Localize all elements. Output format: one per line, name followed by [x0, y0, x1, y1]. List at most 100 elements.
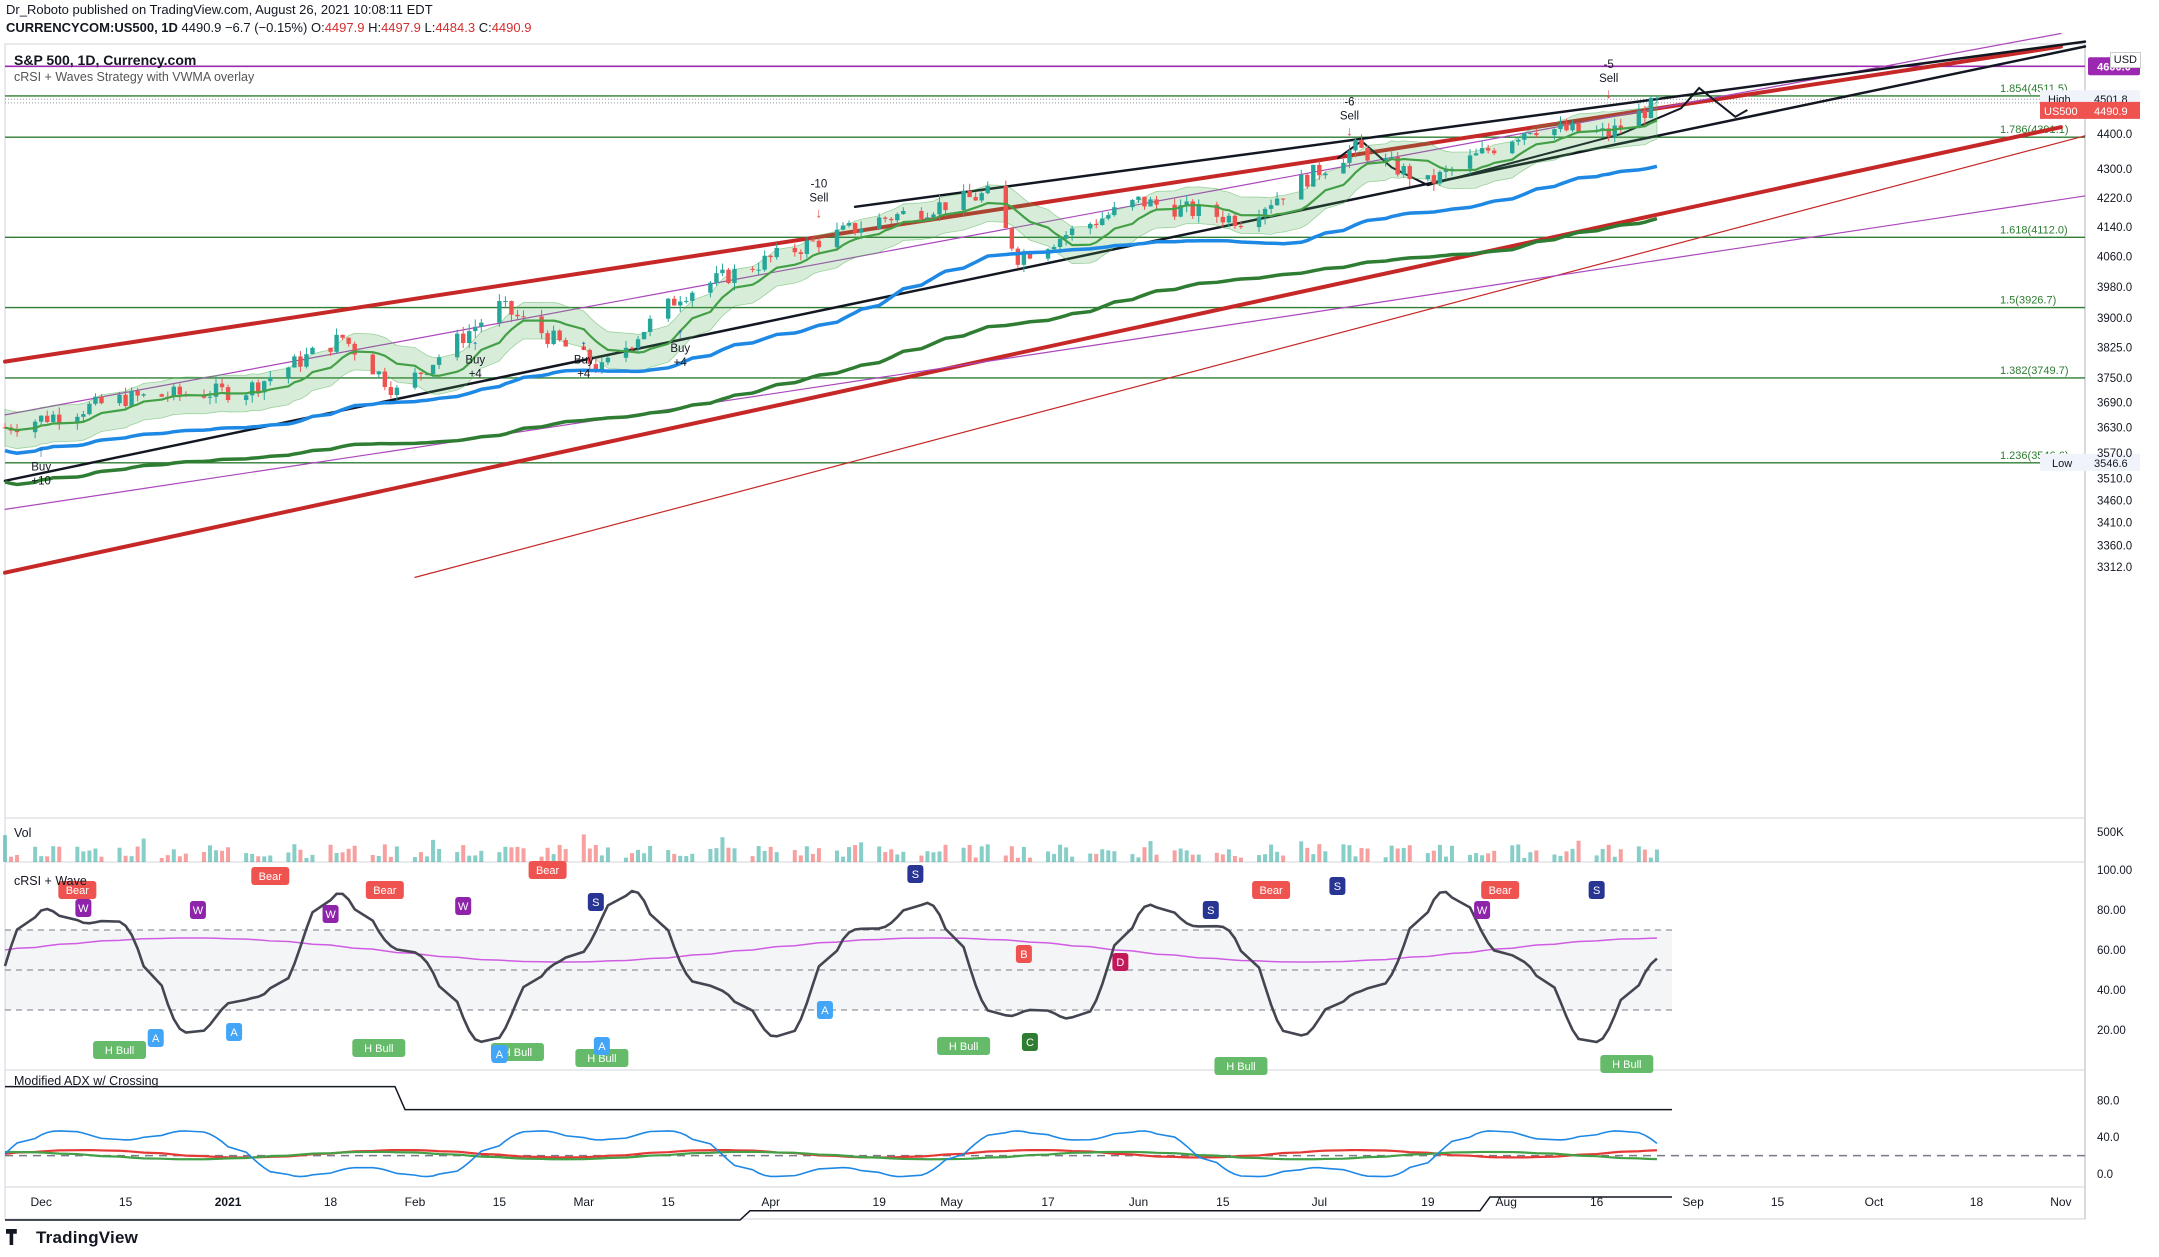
candle-body	[1130, 199, 1135, 208]
volume-bar	[835, 850, 839, 862]
sell-signal-2: -6 Sell↓	[1340, 97, 1359, 139]
volume-bar	[9, 856, 14, 862]
volume-bar	[605, 847, 610, 862]
candle-body	[804, 240, 810, 254]
low-tag	[2040, 453, 2140, 471]
candle-body	[1027, 253, 1033, 259]
candle-body	[249, 382, 255, 396]
candle-body	[545, 333, 550, 345]
volume-bar	[714, 848, 719, 862]
volume-bar	[841, 856, 846, 862]
volume-bar	[250, 853, 255, 862]
volume-bar	[340, 852, 345, 862]
volume-bar	[1492, 850, 1497, 862]
h-bull-badge	[1600, 1055, 1654, 1073]
volume-bar	[678, 855, 683, 862]
volume-bar	[1594, 855, 1599, 862]
volume-bar	[684, 856, 689, 862]
candle-body	[503, 301, 508, 303]
d-badge	[1112, 953, 1129, 971]
candle-body	[370, 354, 375, 375]
adx-pane	[4, 1085, 2085, 1221]
volume-bar	[636, 849, 641, 862]
h-bull-badge-text: H Bull	[587, 1053, 616, 1065]
crsi-axis-label: 60.00	[2097, 945, 2126, 957]
volume-bar	[587, 848, 592, 862]
candle-body	[551, 330, 556, 345]
h-bull-badge	[1214, 1057, 1268, 1075]
volume-bar	[1341, 844, 1346, 862]
volume-bar	[1232, 856, 1237, 862]
price-tick-label: 3510.0	[2097, 474, 2132, 486]
candle-body	[1443, 169, 1449, 172]
candles	[2, 95, 1660, 439]
s-badge-text: S	[912, 869, 919, 881]
candle-body	[1618, 125, 1623, 129]
tradingview-logo[interactable]: TradingView	[6, 1228, 138, 1248]
price-tick-label: 4300.0	[2097, 164, 2132, 176]
volume-bar	[1534, 850, 1539, 862]
volume-bar	[1347, 845, 1352, 862]
volume-bar	[1275, 851, 1280, 862]
candle-body	[1437, 171, 1443, 184]
volume-bar	[3, 835, 7, 862]
candle-body	[961, 190, 966, 211]
candle-body	[376, 371, 381, 375]
candle-body	[51, 414, 56, 422]
volume-bar	[1353, 856, 1358, 862]
candle-body	[473, 326, 478, 332]
sell-signal-2-arrow-icon: ↓	[1346, 123, 1353, 139]
symbol: CURRENCYCOM:US500, 1D	[6, 20, 178, 35]
bear-badge	[58, 881, 97, 899]
volume-bar	[1480, 855, 1485, 862]
volume-bar	[1263, 854, 1268, 862]
vwma-line	[4, 119, 1658, 432]
volume-bar	[467, 855, 472, 862]
candle-body	[1009, 228, 1015, 249]
volume-bar	[141, 838, 146, 862]
volume-bar	[1142, 847, 1147, 862]
candle-body	[973, 197, 978, 201]
volume-bar	[1606, 844, 1611, 862]
candle-body	[1323, 173, 1328, 176]
volume-bar	[33, 846, 38, 862]
volume-bar	[1052, 853, 1057, 862]
a-badge	[226, 1023, 243, 1041]
adx-plus-di-line	[4, 1150, 1657, 1161]
candle-body	[394, 387, 400, 395]
buy-signal-3-text: Buy	[574, 355, 594, 367]
candle-body	[720, 269, 725, 274]
currency-label[interactable]: USD	[2109, 52, 2141, 68]
crsi-pane: Bear Bear Bear Bear Bear Bear H Bull H Bull H Bu…	[3, 861, 1672, 1075]
candle-body	[810, 240, 816, 242]
candle-body	[1510, 141, 1515, 154]
volume-bar	[853, 845, 858, 862]
adx-upper-step	[5, 1085, 1672, 1111]
bear-badge-text: Bear	[259, 871, 283, 883]
s-badge	[1202, 901, 1219, 919]
w-badge-text: W	[193, 905, 204, 917]
candle-body	[1003, 185, 1009, 229]
h-bull-badge-text: H Bull	[1226, 1061, 1255, 1073]
candle-body	[213, 383, 219, 397]
volume-bar	[1046, 851, 1051, 862]
volume-bar	[425, 856, 430, 862]
candle-body	[1341, 162, 1346, 174]
sell-signal-3-text: Sell	[1599, 73, 1618, 85]
ohlc-open-label: O:	[310, 20, 325, 35]
volume-bar	[370, 854, 375, 862]
candle-body	[45, 415, 50, 422]
time-tick-label: Feb	[405, 1195, 426, 1209]
h-bull-badge-text: H Bull	[1612, 1059, 1641, 1071]
candle-body	[1142, 196, 1147, 207]
price-tick-label: 3360.0	[2097, 540, 2132, 552]
change: −6.7 (−0.15%)	[224, 20, 308, 35]
volume-bar	[1558, 855, 1563, 862]
sell-signal-1-arrow-icon: ↓	[815, 205, 822, 221]
time-tick-label: 17	[1041, 1195, 1055, 1209]
w-badge	[189, 901, 206, 919]
price-tick-label: 4140.0	[2097, 222, 2132, 234]
bear-badge-text: Bear	[66, 885, 90, 897]
volume-bar	[967, 844, 972, 862]
